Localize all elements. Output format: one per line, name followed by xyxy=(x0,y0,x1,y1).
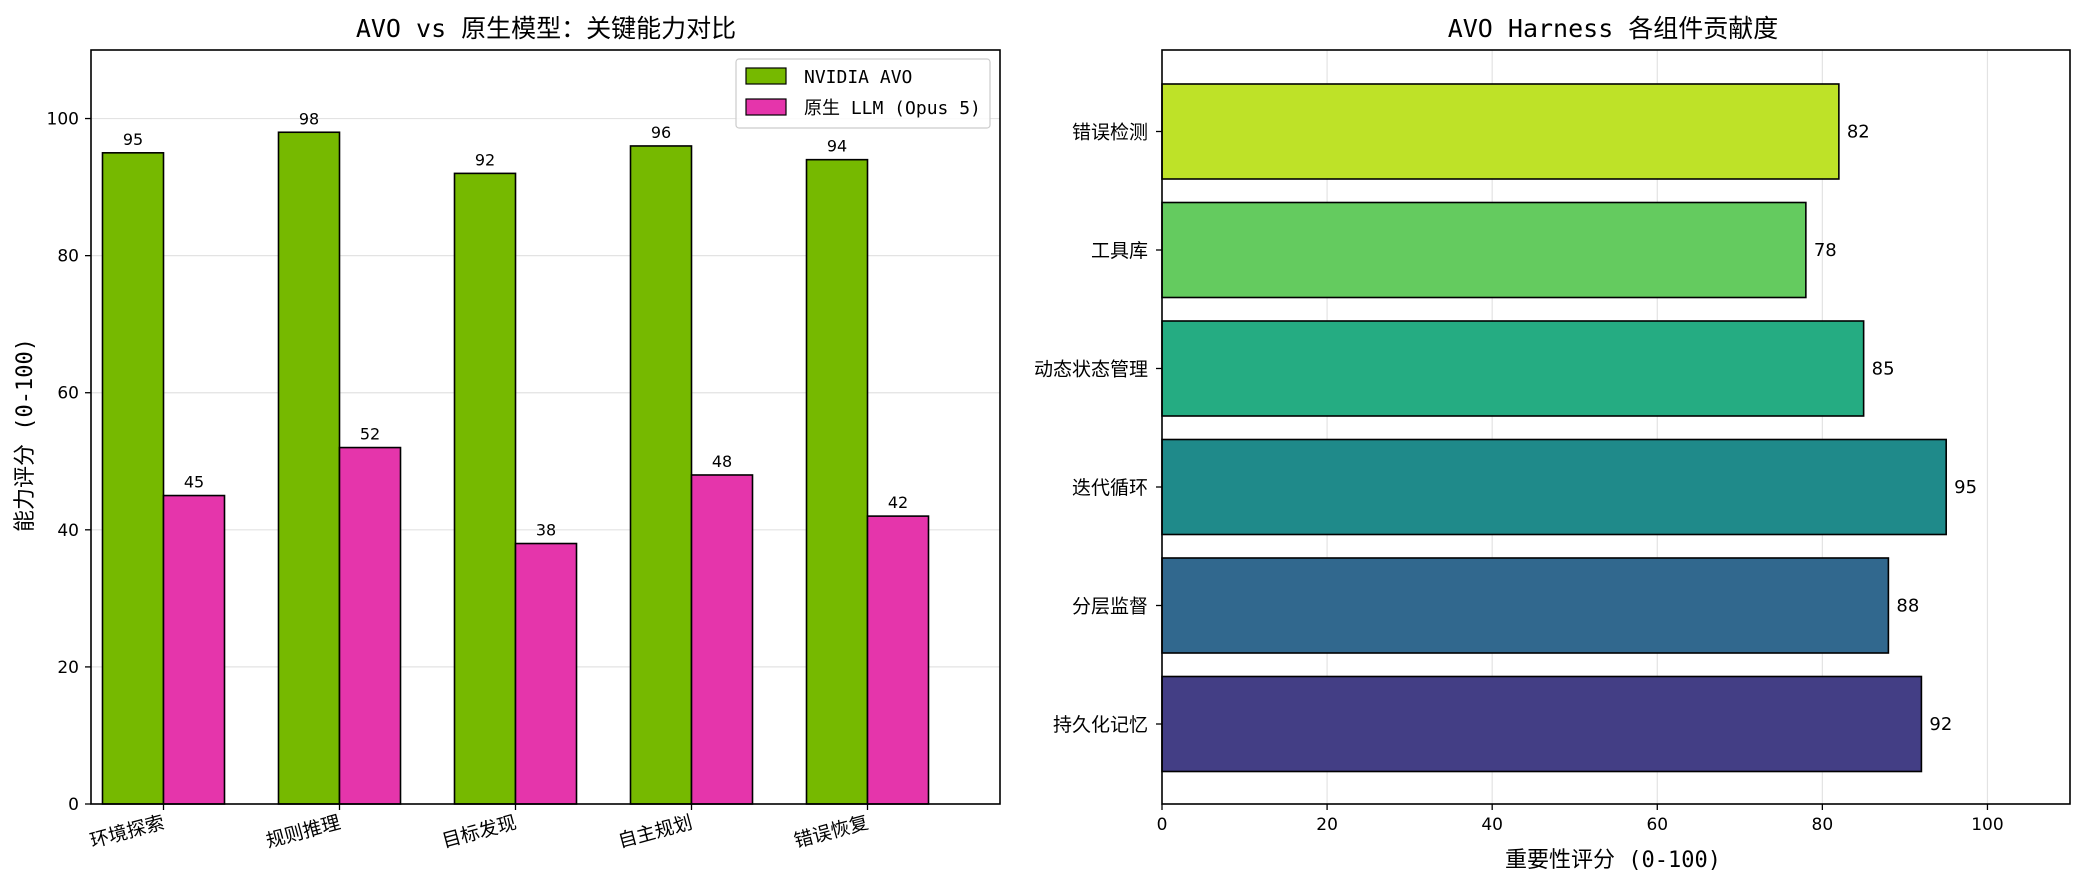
bar-value-label: 45 xyxy=(184,473,204,492)
left-x-tick-label: 规则推理 xyxy=(264,812,343,853)
left-y-tick-label: 80 xyxy=(57,247,79,267)
legend-label-native-llm: 原生 LLM (Opus 5) xyxy=(804,98,981,119)
hbar-value-label: 78 xyxy=(1814,240,1837,261)
bar-value-label: 48 xyxy=(712,452,732,471)
right-y-tick-label: 迭代循环 xyxy=(1072,477,1148,499)
bar-native-llm-4 xyxy=(866,515,930,805)
right-y-tick-label: 动态状态管理 xyxy=(1034,359,1148,381)
hbar-1 xyxy=(1161,557,1890,654)
left-y-tick-label: 100 xyxy=(47,110,79,130)
right-x-tick-label: 20 xyxy=(1316,815,1338,835)
hbar-value-label: 95 xyxy=(1954,477,1977,498)
bar-value-label: 95 xyxy=(123,130,143,149)
left-x-tick-label: 自主规划 xyxy=(616,812,695,853)
hbar-value-label: 92 xyxy=(1929,714,1952,735)
bar-value-label: 52 xyxy=(360,425,380,444)
bar-nvidia-avo-3 xyxy=(629,145,693,805)
right-x-tick-label: 0 xyxy=(1157,815,1168,835)
left-x-tick-label: 环境探索 xyxy=(88,812,167,853)
left-x-tick-label: 目标发现 xyxy=(440,812,519,853)
hbar-4 xyxy=(1161,201,1807,299)
bar-value-label: 92 xyxy=(475,150,495,169)
legend-box xyxy=(735,58,991,129)
bar-value-label: 42 xyxy=(888,493,908,512)
left-plot-frame xyxy=(90,49,1001,805)
bar-nvidia-avo-4 xyxy=(805,158,869,805)
legend: NVIDIA AVO 原生 LLM (Opus 5) xyxy=(735,58,991,129)
right-chart-title: AVO Harness 各组件贡献度 xyxy=(1448,14,1779,43)
bar-nvidia-avo-1 xyxy=(277,131,341,805)
hbar-value-label: 88 xyxy=(1896,596,1919,617)
right-y-tick-label: 分层监督 xyxy=(1072,596,1148,618)
bar-value-label: 98 xyxy=(299,109,319,128)
right-x-tick-label: 80 xyxy=(1812,815,1834,835)
right-x-axis-label: 重要性评分 (0-100) xyxy=(1505,848,1721,873)
bar-value-label: 38 xyxy=(536,521,556,540)
right-y-tick-label: 持久化记忆 xyxy=(1053,714,1148,736)
hbar-5 xyxy=(1161,83,1840,180)
right-x-tick-label: 40 xyxy=(1481,815,1503,835)
left-y-axis-label: 能力评分 (0-100) xyxy=(13,338,38,532)
harness-contribution-chart: AVO Harness 各组件贡献度 重要性评分 (0-100) 92 88 95 8… xyxy=(1034,14,2071,873)
hbar-value-label: 85 xyxy=(1872,359,1895,380)
right-y-tick-label: 错误检测 xyxy=(1072,122,1148,144)
bar-nvidia-avo-2 xyxy=(453,172,517,805)
legend-swatch-nvidia-avo xyxy=(745,67,787,85)
bar-native-llm-0 xyxy=(162,494,226,805)
bar-value-label: 94 xyxy=(827,137,847,156)
left-y-tick-label: 20 xyxy=(57,658,79,678)
right-x-tick-label: 60 xyxy=(1646,815,1668,835)
bar-native-llm-1 xyxy=(338,446,402,805)
capability-comparison-chart: AVO vs 原生模型：关键能力对比 能力评分 (0-100) 95 45 98 52… xyxy=(13,14,1001,853)
bar-nvidia-avo-0 xyxy=(101,152,165,805)
left-x-tick-label: 错误恢复 xyxy=(792,812,871,853)
right-y-tick-label: 工具库 xyxy=(1091,240,1148,262)
bar-native-llm-3 xyxy=(690,474,754,805)
hbar-2 xyxy=(1161,438,1947,536)
right-plot-frame xyxy=(1161,49,2071,805)
bar-native-llm-2 xyxy=(514,542,578,805)
bar-value-label: 96 xyxy=(651,123,671,142)
left-y-tick-label: 40 xyxy=(57,521,79,541)
legend-swatch-native-llm xyxy=(745,98,787,116)
left-y-tick-label: 0 xyxy=(68,795,79,815)
left-y-tick-label: 60 xyxy=(57,384,79,404)
hbar-3 xyxy=(1161,320,1865,417)
legend-label-nvidia-avo: NVIDIA AVO xyxy=(804,67,912,88)
hbar-0 xyxy=(1161,675,1923,773)
hbar-value-label: 82 xyxy=(1847,122,1870,143)
left-chart-title: AVO vs 原生模型：关键能力对比 xyxy=(356,14,736,43)
right-x-tick-label: 100 xyxy=(1971,815,2003,835)
